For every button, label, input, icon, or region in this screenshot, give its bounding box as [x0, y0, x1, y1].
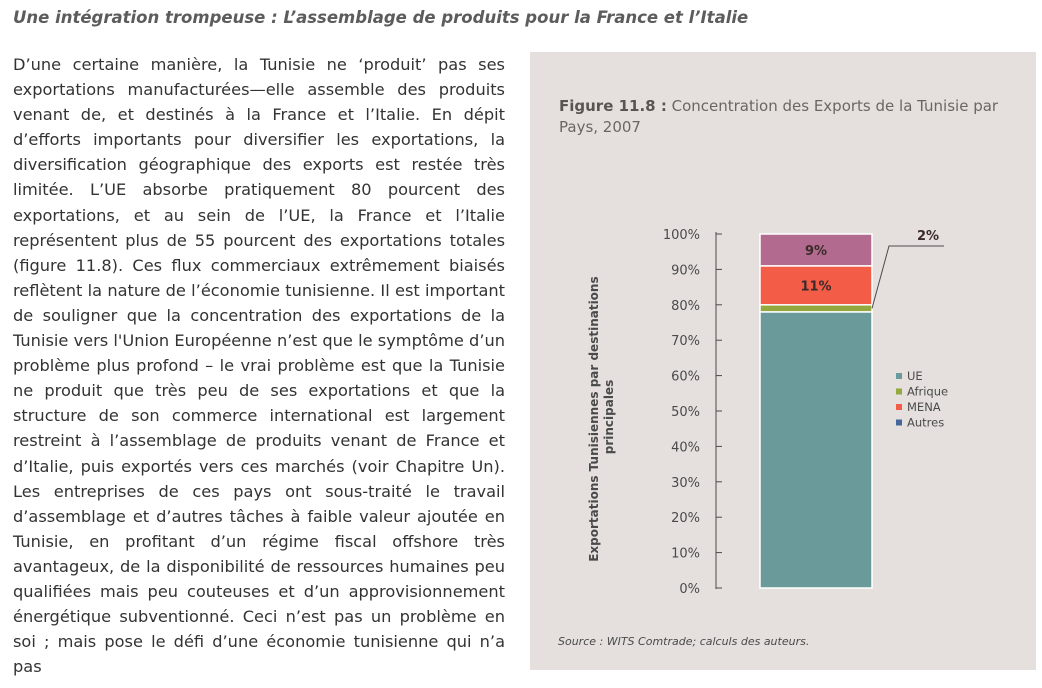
data-label-afrique: 2% [917, 229, 939, 244]
y-tick-label: 40% [671, 440, 700, 455]
leader-line-afrique [871, 245, 944, 309]
y-tick-label: 70% [671, 334, 700, 349]
y-tick-label: 20% [671, 511, 700, 526]
y-tick-label: 0% [679, 582, 700, 597]
stacked-bar-chart: Exportations Tunisiennes par destination… [587, 228, 948, 597]
y-tick-label: 30% [671, 476, 700, 491]
y-axis-label-line1: Exportations Tunisiennes par destination… [587, 276, 601, 561]
legend-swatch-ue [896, 373, 902, 379]
legend-label-mena: MENA [907, 400, 941, 414]
legend-swatch-afrique [896, 388, 902, 395]
legend-swatch-mena [896, 404, 902, 410]
figure-source: Source : WITS Comtrade; calculs des aute… [558, 635, 810, 648]
y-axis-label: Exportations Tunisiennes par destination… [587, 272, 616, 562]
legend-label-afrique: Afrique [907, 385, 948, 399]
figure-panel: Figure 11.8 : Concentration des Exports … [530, 52, 1036, 670]
paragraph: D’une certaine manière, la Tunisie ne ‘p… [13, 55, 505, 677]
data-label-autres: 9% [805, 244, 827, 259]
bar-segment-autres [759, 233, 873, 267]
y-tick-label: 80% [671, 299, 700, 314]
bar-segment-mena [759, 265, 873, 306]
y-tick-label: 100% [663, 228, 700, 243]
figure-caption: Concentration des Exports de la Tunisie … [559, 97, 999, 136]
legend-swatch-autres [896, 419, 902, 426]
y-tick-label: 10% [671, 547, 700, 562]
body-text: D’une certaine manière, la Tunisie ne ‘p… [13, 52, 505, 679]
figure-label: Figure 11.8 : [559, 97, 667, 115]
legend-label-autres: Autres [907, 416, 944, 430]
bar-segment-ue [759, 311, 873, 589]
section-heading: Une intégration trompeuse : L’assemblage… [13, 8, 749, 27]
legend-label-ue: UE [907, 369, 923, 383]
y-tick-label: 60% [671, 370, 700, 385]
y-axis-label-line2: principales [602, 380, 616, 454]
y-tick-label: 50% [671, 405, 700, 420]
figure-title: Figure 11.8 : Concentration des Exports … [559, 96, 1019, 138]
y-tick-label: 90% [671, 263, 700, 278]
bar-segment-afrique [759, 304, 873, 313]
data-label-mena: 11% [800, 279, 831, 294]
